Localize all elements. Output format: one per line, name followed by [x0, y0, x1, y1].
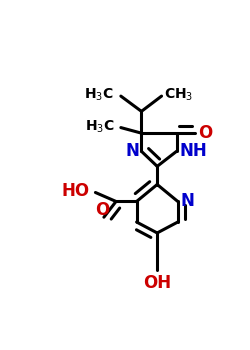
Text: CH$_3$: CH$_3$: [164, 87, 193, 103]
Text: N: N: [181, 193, 195, 210]
Text: HO: HO: [61, 182, 90, 200]
Text: NH: NH: [180, 142, 207, 160]
Text: H$_3$C: H$_3$C: [85, 119, 115, 135]
Text: H$_3$C: H$_3$C: [84, 87, 114, 103]
Text: N: N: [125, 142, 139, 160]
Text: O: O: [95, 201, 109, 219]
Text: O: O: [198, 124, 212, 142]
Text: OH: OH: [143, 274, 171, 292]
